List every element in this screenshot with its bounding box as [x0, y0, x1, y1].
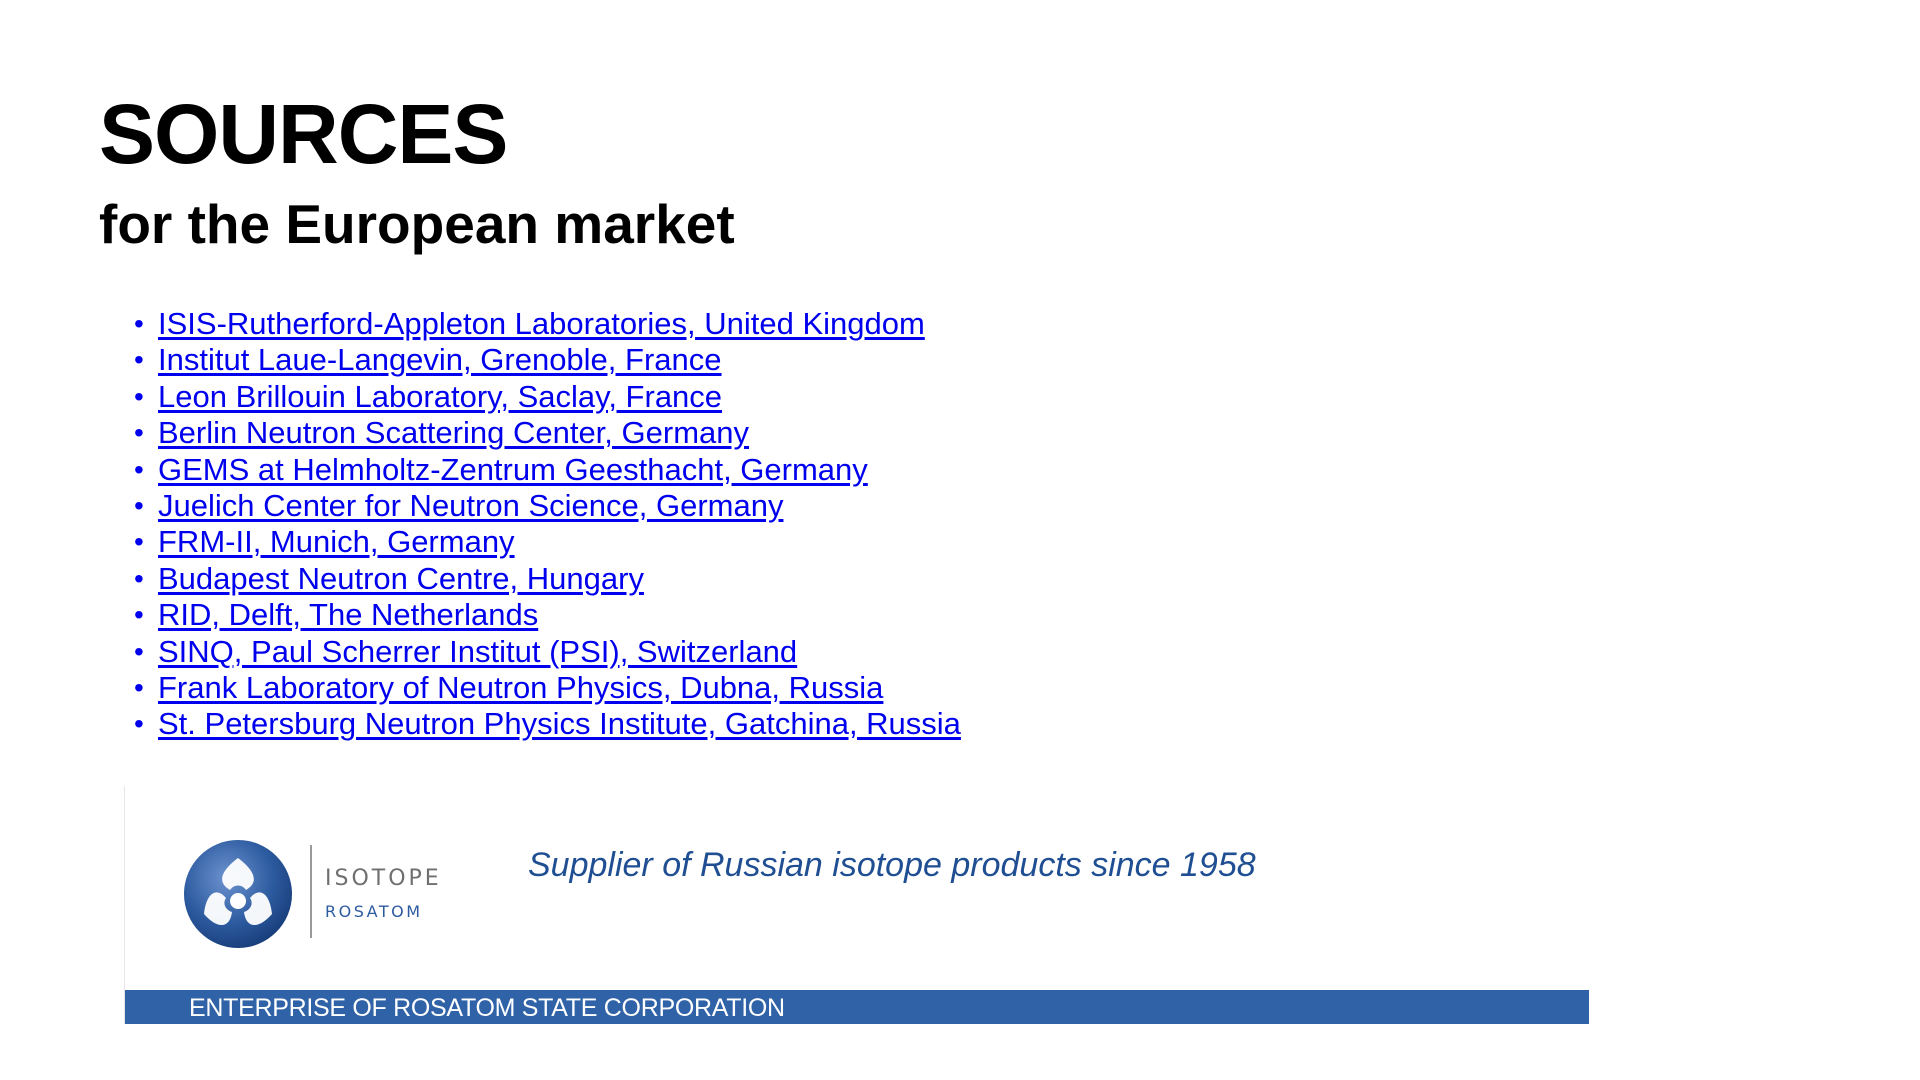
source-link[interactable]: Institut Laue-Langevin, Grenoble, France — [158, 342, 722, 378]
list-item: • Budapest Neutron Centre, Hungary — [130, 561, 961, 597]
banner-strip-text: ENTERPRISE OF ROSATOM STATE CORPORATION — [189, 994, 785, 1022]
bullet-icon: • — [134, 417, 144, 449]
sources-list: • ISIS-Rutherford-Appleton Laboratories, … — [130, 306, 961, 743]
bullet-icon: • — [134, 599, 144, 631]
source-link[interactable]: Leon Brillouin Laboratory, Saclay, Franc… — [158, 378, 723, 414]
list-item: • FRM-II, Munich, Germany — [130, 524, 961, 560]
list-item: • Frank Laboratory of Neutron Physics, Du… — [130, 670, 961, 706]
list-item: • GEMS at Helmholtz-Zentrum Geesthacht, G… — [130, 452, 961, 488]
bullet-icon: • — [134, 526, 144, 558]
list-item: • RID, Delft, The Netherlands — [130, 597, 961, 633]
supplier-banner: ISOTOPE ROSATOM Supplier of Russian isot… — [124, 786, 1589, 1024]
list-item: • Juelich Center for Neutron Science, Ger… — [130, 488, 961, 524]
source-link[interactable]: St. Petersburg Neutron Physics Institute… — [158, 706, 961, 742]
source-link[interactable]: GEMS at Helmholtz-Zentrum Geesthacht, Ge… — [158, 451, 868, 487]
brand-divider — [310, 845, 312, 938]
list-item: • Berlin Neutron Scattering Center, Germa… — [130, 415, 961, 451]
rosatom-atom-logo-icon — [184, 840, 292, 948]
brand-subname: ROSATOM — [325, 902, 423, 921]
source-link[interactable]: RID, Delft, The Netherlands — [158, 597, 539, 633]
source-link[interactable]: SINQ, Paul Scherrer Institut (PSI), Swit… — [158, 633, 798, 669]
list-item: • SINQ, Paul Scherrer Institut (PSI), Swi… — [130, 634, 961, 670]
bullet-icon: • — [134, 380, 144, 412]
bullet-icon: • — [134, 562, 144, 594]
bullet-icon: • — [134, 671, 144, 703]
bullet-icon: • — [134, 635, 144, 667]
list-item: • Leon Brillouin Laboratory, Saclay, Fran… — [130, 379, 961, 415]
bullet-icon: • — [134, 708, 144, 740]
list-item: • St. Petersburg Neutron Physics Institut… — [130, 706, 961, 742]
source-link[interactable]: ISIS-Rutherford-Appleton Laboratories, U… — [158, 306, 925, 341]
list-item: • ISIS-Rutherford-Appleton Laboratories, … — [130, 306, 961, 342]
banner-strip: ENTERPRISE OF ROSATOM STATE CORPORATION — [125, 990, 1589, 1024]
source-link[interactable]: Berlin Neutron Scattering Center, German… — [158, 415, 749, 451]
page-subtitle: for the European market — [99, 193, 735, 255]
brand-name: ISOTOPE — [325, 866, 442, 891]
list-item: • Institut Laue-Langevin, Grenoble, Franc… — [130, 342, 961, 378]
banner-tagline: Supplier of Russian isotope products sin… — [528, 846, 1256, 884]
bullet-icon: • — [134, 344, 144, 376]
page-title: SOURCES — [99, 87, 508, 181]
source-link[interactable]: Frank Laboratory of Neutron Physics, Dub… — [158, 669, 884, 705]
source-link[interactable]: Juelich Center for Neutron Science, Germ… — [158, 487, 784, 523]
source-link[interactable]: FRM-II, Munich, Germany — [158, 524, 515, 560]
source-link[interactable]: Budapest Neutron Centre, Hungary — [158, 560, 644, 596]
bullet-icon: • — [134, 453, 144, 485]
bullet-icon: • — [134, 489, 144, 521]
bullet-icon: • — [134, 308, 144, 339]
